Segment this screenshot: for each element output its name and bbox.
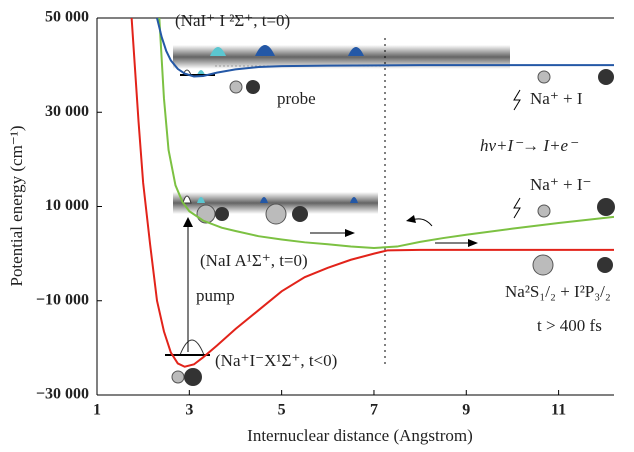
annotation: Na⁺ + I⁻ (530, 175, 592, 194)
y-tick-label: 50 000 (45, 9, 89, 26)
annotation: Na⁺ + I (530, 89, 583, 108)
x-tick-label: 11 (551, 402, 566, 419)
x-tick-label: 3 (185, 402, 193, 419)
x-axis-label: Internuclear distance (Angstrom) (247, 426, 473, 445)
y-tick-label: 30 000 (45, 103, 89, 120)
curve (130, 18, 614, 368)
y-tick-label: −30 000 (36, 386, 89, 403)
x-tick-label: 1 (93, 402, 101, 419)
annotation: (NaI⁺ I ²Σ⁺, t=0) (175, 11, 290, 30)
annotation: pump (196, 286, 235, 305)
curve (158, 18, 614, 249)
x-tick-label: 5 (278, 402, 286, 419)
annotation: (NaI A¹Σ⁺, t=0) (200, 251, 308, 270)
annotation: hv+I⁻→ I+e⁻ (480, 136, 579, 155)
annotation: t > 400 fs (537, 316, 602, 335)
annotation: Na²S₁/₂ + I²P₃/₂ (505, 282, 611, 301)
y-tick-label: −10 000 (36, 291, 89, 308)
annotation: probe (277, 89, 316, 108)
decorations (165, 38, 615, 386)
x-tick-label: 9 (462, 402, 470, 419)
x-tick-label: 7 (370, 402, 378, 419)
y-axis-label: Potential energy (cm⁻¹) (7, 125, 26, 286)
annotations: (NaI⁺ I ²Σ⁺, t=0) probe Na⁺ + I hv+I⁻→ I… (175, 11, 611, 370)
annotation: (Na⁺I⁻X¹Σ⁺, t<0) (215, 351, 337, 370)
curve (156, 18, 614, 78)
y-tick-label: 10 000 (45, 197, 89, 214)
